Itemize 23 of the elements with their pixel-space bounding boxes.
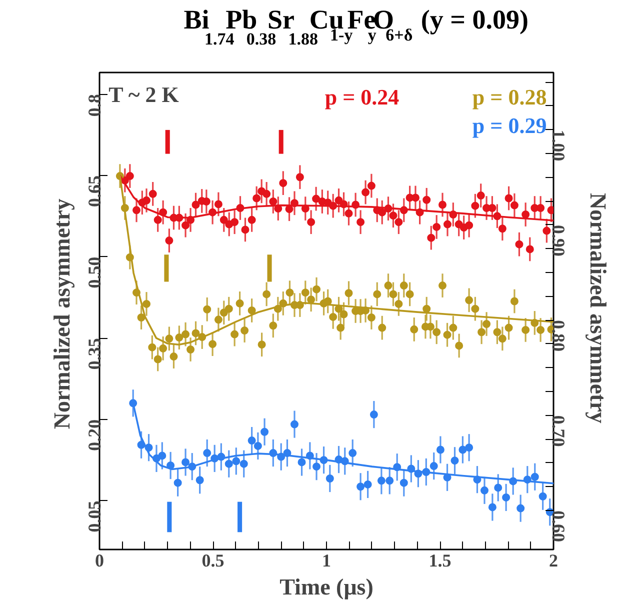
y-tick-label: 0.50 xyxy=(84,256,104,288)
y-tick-label: 0.65 xyxy=(84,175,104,207)
x-tick-label: 1.5 xyxy=(428,550,452,570)
y2-tick-label: 0.90 xyxy=(548,224,568,256)
y2-axis-title: Normalized asymmetry xyxy=(586,192,610,424)
y2-tick-label: 1.00 xyxy=(548,130,568,162)
x-tick-label: 2 xyxy=(549,550,558,570)
y-tick-label: 0.8 xyxy=(84,94,104,117)
text: p = 0.29 xyxy=(472,113,547,138)
y-axis-title: Normalized asymmetry xyxy=(50,198,74,430)
y-tick-label: 0.20 xyxy=(84,419,104,451)
y2-tick-label: 0.70 xyxy=(548,415,568,447)
text: p = 0.28 xyxy=(472,84,547,110)
x-tick-label: 1 xyxy=(322,550,331,570)
annotation: T ~ 2 K xyxy=(108,82,179,108)
y-tick-label: 0.05 xyxy=(84,500,104,532)
x-tick-label: 0.5 xyxy=(202,550,224,570)
y-tick-label: 0.35 xyxy=(84,338,104,370)
x-tick-label: 0 xyxy=(95,550,104,570)
y2-tick-label: 0.80 xyxy=(548,320,568,352)
y2-tick-label: 0.60 xyxy=(548,510,568,542)
text: p = 0.24 xyxy=(324,84,400,110)
x-axis-title: Time (μs) xyxy=(280,574,374,600)
